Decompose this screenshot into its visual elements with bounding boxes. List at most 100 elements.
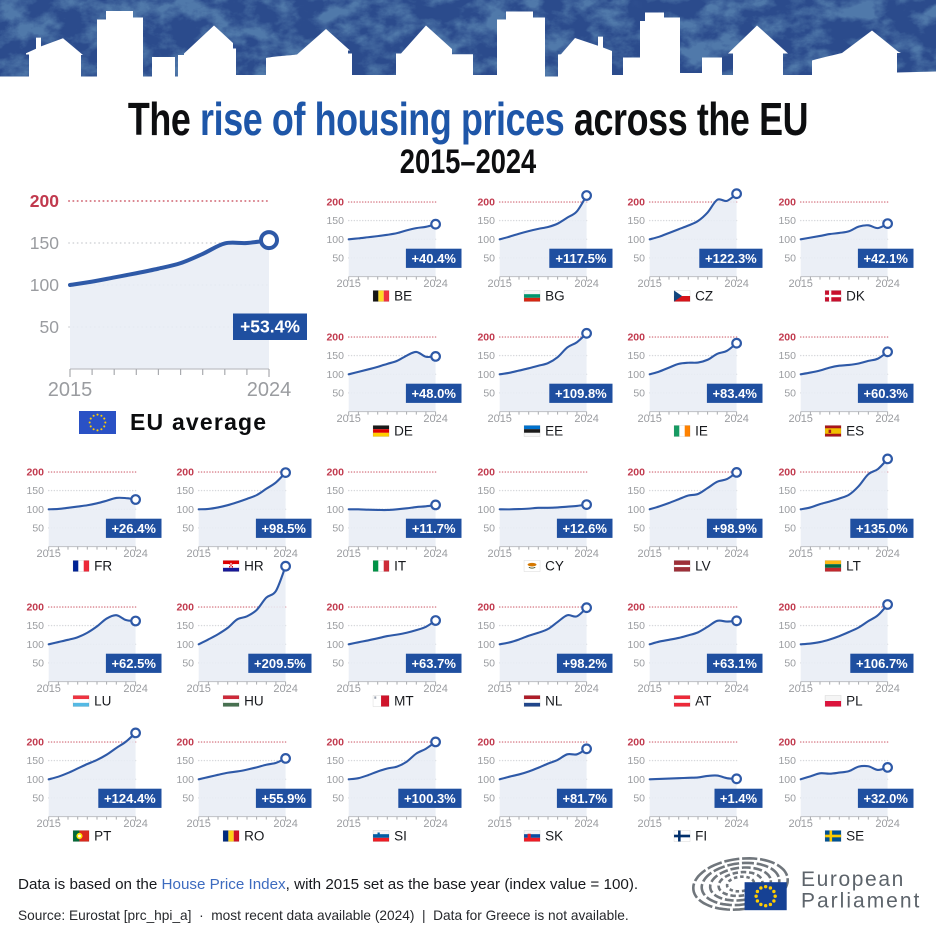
svg-text:200: 200 <box>26 736 44 748</box>
svg-text:2024: 2024 <box>423 683 447 695</box>
svg-text:50: 50 <box>40 317 60 337</box>
svg-text:200: 200 <box>778 331 796 343</box>
svg-text:2015: 2015 <box>637 683 661 695</box>
svg-text:2015: 2015 <box>788 818 812 830</box>
svg-text:100: 100 <box>778 503 796 515</box>
svg-text:+1.4%: +1.4% <box>720 791 758 806</box>
svg-text:100: 100 <box>326 639 344 651</box>
svg-text:SI: SI <box>394 828 407 843</box>
svg-text:150: 150 <box>326 755 344 767</box>
svg-text:2024: 2024 <box>247 379 292 401</box>
svg-text:2024: 2024 <box>423 818 447 830</box>
svg-text:2024: 2024 <box>574 683 598 695</box>
svg-text:100: 100 <box>30 275 59 295</box>
svg-text:200: 200 <box>30 191 59 211</box>
svg-text:100: 100 <box>627 368 645 380</box>
svg-text:2024: 2024 <box>875 278 899 290</box>
svg-text:2024: 2024 <box>123 548 147 560</box>
svg-text:200: 200 <box>26 466 44 478</box>
svg-text:2015: 2015 <box>788 278 812 290</box>
svg-text:50: 50 <box>182 522 194 534</box>
svg-text:100: 100 <box>778 368 796 380</box>
svg-text:+12.6%: +12.6% <box>562 520 607 535</box>
svg-text:+83.4%: +83.4% <box>712 385 757 400</box>
svg-text:100: 100 <box>326 233 344 245</box>
svg-text:2024: 2024 <box>724 413 748 425</box>
svg-text:100: 100 <box>627 774 645 786</box>
svg-text:100: 100 <box>627 233 645 245</box>
svg-text:200: 200 <box>627 736 645 748</box>
svg-text:200: 200 <box>326 736 344 748</box>
svg-text:50: 50 <box>182 657 194 669</box>
svg-text:100: 100 <box>778 233 796 245</box>
svg-text:100: 100 <box>477 368 495 380</box>
svg-text:200: 200 <box>627 331 645 343</box>
svg-text:150: 150 <box>30 233 59 253</box>
svg-text:2015: 2015 <box>788 548 812 560</box>
svg-text:100: 100 <box>477 774 495 786</box>
svg-text:200: 200 <box>477 466 495 478</box>
svg-text:LV: LV <box>695 558 711 573</box>
svg-text:200: 200 <box>477 601 495 613</box>
svg-text:200: 200 <box>26 601 44 613</box>
svg-text:2024: 2024 <box>574 818 598 830</box>
svg-text:LU: LU <box>94 693 111 708</box>
svg-text:2015: 2015 <box>788 683 812 695</box>
svg-text:2024: 2024 <box>423 413 447 425</box>
svg-text:200: 200 <box>477 331 495 343</box>
svg-text:50: 50 <box>784 252 796 264</box>
svg-text:+62.5%: +62.5% <box>111 656 156 671</box>
svg-text:+63.1%: +63.1% <box>712 656 757 671</box>
svg-text:50: 50 <box>784 657 796 669</box>
svg-text:HR: HR <box>244 558 264 573</box>
svg-text:50: 50 <box>483 252 495 264</box>
svg-text:100: 100 <box>26 503 44 515</box>
svg-text:+26.4%: +26.4% <box>111 520 156 535</box>
svg-text:50: 50 <box>32 792 44 804</box>
svg-text:150: 150 <box>778 755 796 767</box>
svg-text:200: 200 <box>326 196 344 208</box>
svg-text:150: 150 <box>477 620 495 632</box>
svg-text:200: 200 <box>326 601 344 613</box>
svg-text:100: 100 <box>778 774 796 786</box>
svg-text:200: 200 <box>627 601 645 613</box>
svg-text:FI: FI <box>695 828 707 843</box>
svg-text:2015: 2015 <box>487 818 511 830</box>
svg-text:2015: 2015 <box>36 818 60 830</box>
svg-text:200: 200 <box>176 601 194 613</box>
svg-text:2024: 2024 <box>273 683 297 695</box>
svg-text:150: 150 <box>778 485 796 497</box>
svg-text:50: 50 <box>633 657 645 669</box>
svg-text:+53.4%: +53.4% <box>240 317 300 337</box>
svg-text:50: 50 <box>332 522 344 534</box>
svg-text:DK: DK <box>846 288 865 303</box>
svg-text:150: 150 <box>176 620 194 632</box>
svg-text:+60.3%: +60.3% <box>863 385 908 400</box>
svg-text:2024: 2024 <box>123 683 147 695</box>
svg-text:200: 200 <box>627 466 645 478</box>
svg-text:2015: 2015 <box>637 818 661 830</box>
svg-text:EU average: EU average <box>130 409 267 435</box>
svg-text:200: 200 <box>326 331 344 343</box>
svg-text:50: 50 <box>784 522 796 534</box>
svg-text:2024: 2024 <box>724 683 748 695</box>
svg-text:150: 150 <box>176 485 194 497</box>
svg-text:150: 150 <box>477 485 495 497</box>
svg-text:2024: 2024 <box>273 548 297 560</box>
svg-text:50: 50 <box>633 252 645 264</box>
svg-text:50: 50 <box>633 792 645 804</box>
svg-text:2015: 2015 <box>36 548 60 560</box>
svg-text:200: 200 <box>778 601 796 613</box>
svg-text:2015: 2015 <box>186 818 210 830</box>
svg-text:50: 50 <box>784 792 796 804</box>
svg-text:100: 100 <box>627 639 645 651</box>
svg-text:2015: 2015 <box>336 683 360 695</box>
svg-text:100: 100 <box>778 639 796 651</box>
svg-text:150: 150 <box>26 755 44 767</box>
svg-text:ES: ES <box>846 423 864 438</box>
svg-text:LT: LT <box>846 558 861 573</box>
svg-text:2015: 2015 <box>186 548 210 560</box>
svg-text:200: 200 <box>778 196 796 208</box>
svg-text:+122.3%: +122.3% <box>705 250 757 265</box>
svg-text:150: 150 <box>477 215 495 227</box>
